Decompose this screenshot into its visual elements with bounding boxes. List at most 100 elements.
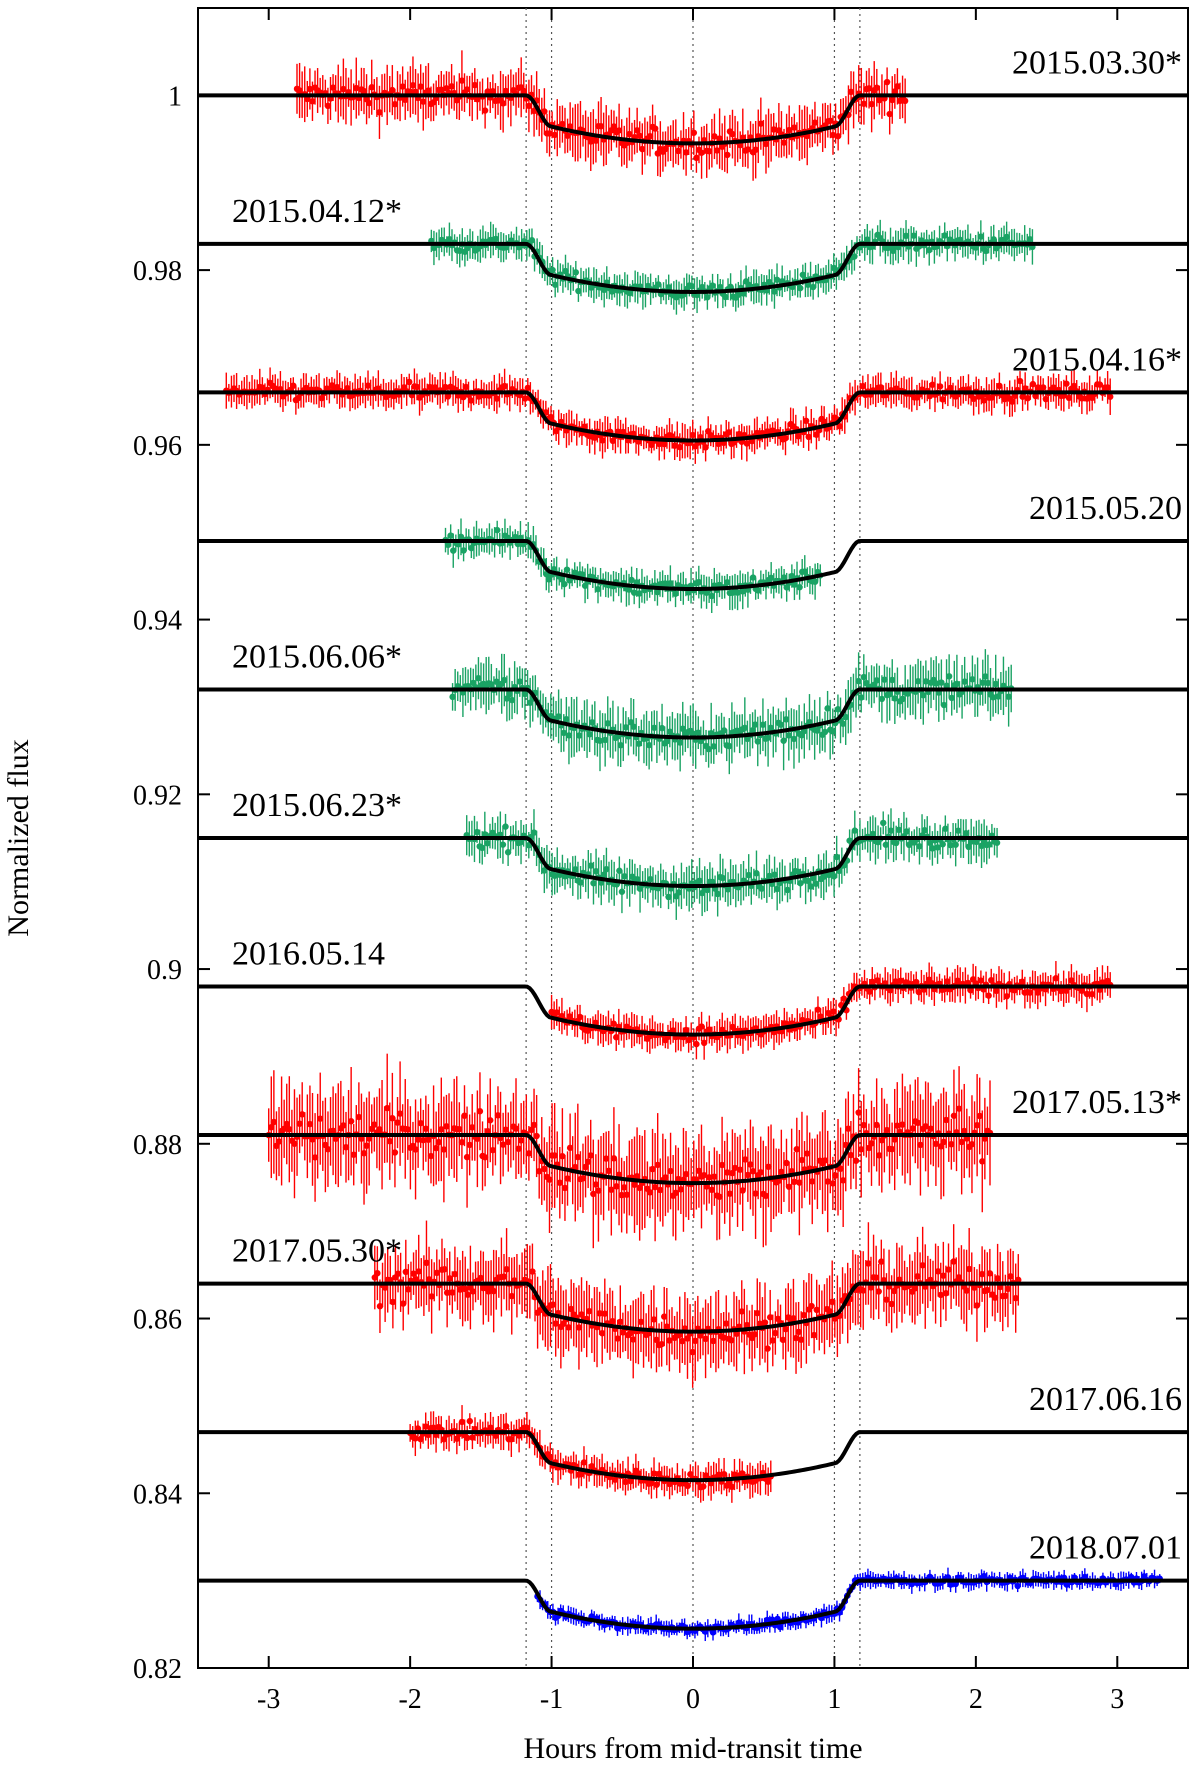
data-point (259, 384, 266, 391)
data-point (735, 291, 742, 298)
data-point (766, 872, 773, 880)
data-point (508, 696, 516, 704)
data-point (700, 1171, 708, 1179)
data-point (621, 1184, 628, 1191)
data-point (915, 988, 923, 996)
data-point (797, 880, 804, 887)
data-point (458, 77, 466, 84)
data-point (881, 676, 888, 683)
data-point (860, 100, 868, 107)
data-point (490, 1287, 497, 1295)
data-point (986, 841, 993, 848)
data-point (479, 844, 486, 852)
data-point (462, 383, 470, 391)
data-point (601, 736, 609, 744)
data-point (963, 1287, 970, 1294)
data-point (903, 828, 910, 835)
data-point (384, 1104, 391, 1112)
data-point (646, 132, 654, 140)
data-point (650, 1470, 658, 1477)
data-point (391, 1149, 399, 1156)
data-point (427, 1152, 435, 1160)
data-point (360, 87, 368, 95)
data-point (647, 875, 654, 883)
data-point (559, 120, 566, 128)
data-point (894, 83, 901, 90)
data-point (955, 827, 962, 834)
data-point (892, 839, 900, 847)
data-point (771, 288, 778, 295)
data-point (878, 1137, 886, 1144)
data-point (834, 132, 842, 140)
data-point (1003, 993, 1010, 1000)
data-point (444, 541, 452, 549)
data-point (937, 1291, 944, 1299)
data-point (700, 1039, 708, 1047)
data-point (788, 572, 796, 580)
data-point (618, 1191, 625, 1199)
data-point (791, 581, 798, 588)
data-point (368, 84, 375, 91)
data-point (1083, 990, 1091, 998)
data-point (779, 1336, 787, 1344)
data-point (449, 693, 456, 701)
data-point (725, 429, 733, 436)
data-point (711, 133, 718, 140)
data-point (566, 1144, 574, 1152)
data-point (958, 1138, 965, 1146)
data-point (610, 1155, 618, 1162)
data-point (564, 1175, 571, 1182)
data-point (268, 1124, 275, 1131)
data-point (830, 264, 837, 272)
data-point (547, 1454, 554, 1461)
data-point (953, 680, 961, 688)
data-point (637, 1318, 645, 1326)
data-point (329, 1127, 337, 1135)
data-point (1078, 987, 1085, 994)
data-point (688, 282, 696, 290)
data-point (724, 579, 731, 586)
data-point (747, 1161, 754, 1168)
data-point (808, 1302, 815, 1310)
data-point (522, 395, 529, 402)
data-point (796, 1179, 803, 1186)
data-point (803, 1150, 811, 1157)
data-point (578, 1311, 585, 1318)
data-point (464, 1434, 471, 1442)
data-point (950, 1258, 957, 1265)
data-point (405, 1286, 412, 1293)
data-point (851, 827, 858, 834)
data-point (739, 588, 746, 595)
data-point (311, 1154, 319, 1161)
data-point (502, 1126, 509, 1133)
data-point (932, 1140, 940, 1148)
data-point (355, 1113, 363, 1121)
data-point (883, 1296, 890, 1303)
data-point (706, 1174, 713, 1181)
data-point (365, 99, 373, 107)
data-point (910, 232, 917, 239)
data-point (1015, 1276, 1022, 1284)
data-point (922, 1123, 929, 1130)
data-point (515, 1145, 522, 1152)
data-point (706, 1026, 713, 1033)
data-point (859, 382, 867, 390)
data-point (668, 433, 676, 440)
reference-lines (525, 8, 861, 1668)
data-point (558, 576, 566, 583)
data-point (708, 730, 715, 737)
data-point (567, 1305, 575, 1313)
data-point (773, 276, 781, 283)
data-point (1003, 233, 1010, 241)
data-point (741, 724, 749, 732)
data-point (947, 384, 954, 392)
series-2017.05.30* (371, 1220, 1022, 1388)
data-point (1012, 1294, 1019, 1302)
data-point (492, 1432, 499, 1439)
data-point (1005, 693, 1012, 700)
data-point (1021, 385, 1029, 392)
data-point (634, 876, 641, 883)
data-point (839, 1177, 847, 1184)
data-point (275, 1138, 283, 1145)
data-point (447, 532, 454, 539)
